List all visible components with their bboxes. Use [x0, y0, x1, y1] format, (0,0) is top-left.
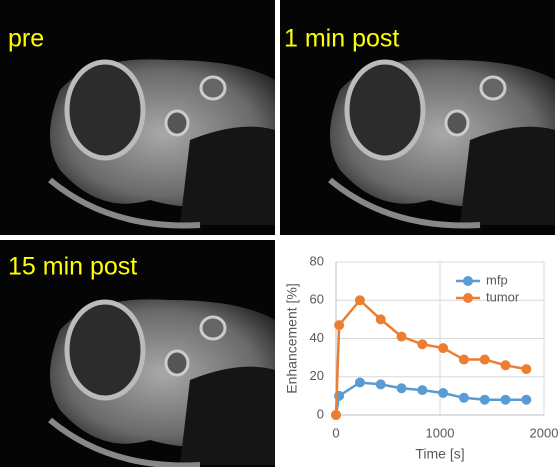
data-point — [521, 394, 532, 405]
y-axis-label: Enhancement [%] — [284, 283, 300, 394]
x-axis-label: Time [s] — [415, 446, 464, 462]
data-point — [417, 339, 428, 350]
data-point — [396, 383, 407, 394]
y-tick-label: 60 — [310, 292, 324, 307]
x-tick-label: 2000 — [530, 425, 559, 440]
x-tick-label: 1000 — [426, 425, 455, 440]
data-point — [479, 394, 490, 405]
data-point — [331, 410, 341, 420]
y-tick-label: 20 — [310, 368, 324, 383]
panel-label: pre — [8, 25, 44, 53]
legend-label: tumor — [486, 289, 520, 304]
data-point — [354, 377, 365, 388]
legend-marker — [463, 276, 473, 286]
x-tick-label: 0 — [332, 425, 339, 440]
data-point — [479, 354, 490, 365]
panel-label: 1 min post — [284, 25, 399, 53]
data-point — [438, 388, 449, 399]
data-point — [500, 394, 511, 405]
data-point — [354, 295, 365, 306]
series-line — [334, 298, 527, 416]
legend-marker — [463, 293, 473, 303]
y-tick-label: 40 — [310, 330, 324, 345]
data-point — [375, 379, 386, 390]
data-point — [458, 392, 469, 403]
data-point — [375, 314, 386, 325]
chart: 0 20 40 60 80 0 1000 2000 Time [s] Enhancement [%… — [284, 253, 559, 461]
y-tick-label: 0 — [317, 406, 324, 421]
data-point — [334, 320, 345, 331]
data-point — [417, 385, 428, 396]
data-point — [396, 331, 407, 342]
series-line — [334, 381, 527, 416]
data-point — [458, 354, 469, 365]
panel-label: 15 min post — [8, 253, 137, 281]
data-point — [438, 343, 449, 354]
y-tick-label: 80 — [310, 253, 324, 268]
data-point — [521, 364, 532, 375]
data-point — [500, 360, 511, 371]
legend-label: mfp — [486, 272, 508, 287]
